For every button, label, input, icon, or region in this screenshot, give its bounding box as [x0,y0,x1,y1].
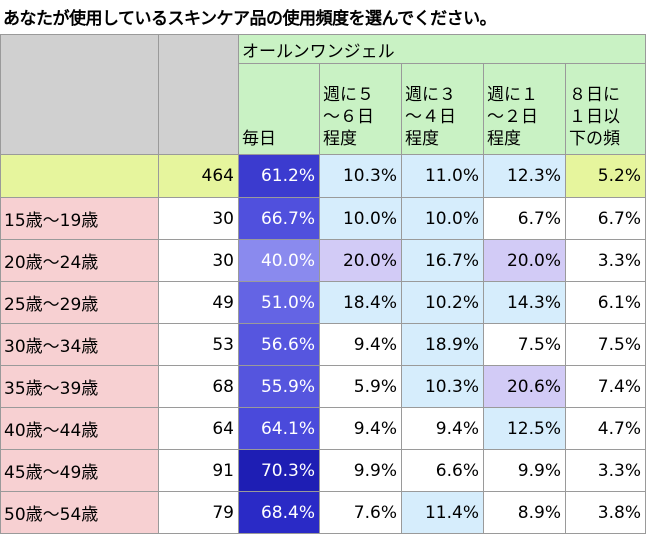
row-value-daily: 55.9% [238,365,320,408]
group-header: オールンワンジェル [238,34,646,64]
row-value-3-4: 18.9% [401,323,484,366]
total-label [0,154,159,198]
row-value-1-2: 9.9% [483,449,566,492]
row-n: 30 [158,197,239,240]
row-value-1-2: 20.6% [483,365,566,408]
table-row: 35歳～39歳 68 55.9% 5.9% 10.3% 20.6% 7.4% [0,365,646,408]
row-value-8: 3.8% [565,491,646,534]
column-header-1-2-days: 週に１ ～２日 程度 [483,63,566,155]
column-header-line: 週に３ [405,85,456,105]
column-header-line: ～４日 [405,107,456,127]
table-row: 45歳～49歳 91 70.3% 9.9% 6.6% 9.9% 3.3% [0,449,646,492]
row-value-daily: 66.7% [238,197,320,240]
row-value-daily: 68.4% [238,491,320,534]
total-row: 464 61.2% 10.3% 11.0% 12.3% 5.2% [0,154,646,198]
n-header-cell [158,34,239,155]
row-label: 15歳～19歳 [0,197,159,240]
column-header-line: 週に５ [323,85,374,105]
row-value-1-2: 12.5% [483,407,566,450]
column-header-line: ～２日 [487,107,538,127]
table-row: 50歳～54歳 79 68.4% 7.6% 11.4% 8.9% 3.8% [0,491,646,534]
row-n: 64 [158,407,239,450]
table-row: 25歳～29歳 49 51.0% 18.4% 10.2% 14.3% 6.1% [0,281,646,324]
total-value-8: 5.2% [565,154,646,198]
row-value-daily: 51.0% [238,281,320,324]
row-value-8: 6.7% [565,197,646,240]
row-value-daily: 40.0% [238,239,320,282]
row-n: 53 [158,323,239,366]
row-value-8: 7.5% [565,323,646,366]
row-value-8: 3.3% [565,239,646,282]
row-label: 20歳～24歳 [0,239,159,282]
row-value-5-6: 20.0% [319,239,402,282]
row-value-5-6: 5.9% [319,365,402,408]
row-value-3-4: 6.6% [401,449,484,492]
column-header-line: ～６日 [323,107,374,127]
table-row: 15歳～19歳 30 66.7% 10.0% 10.0% 6.7% 6.7% [0,197,646,240]
row-label: 25歳～29歳 [0,281,159,324]
column-header-daily: 毎日 [238,63,320,155]
column-header-8-days: ８日に １日以 下の頻 [565,63,646,155]
column-header-line: 程度 [323,129,357,149]
total-n: 464 [158,154,239,198]
row-value-3-4: 10.3% [401,365,484,408]
total-value-daily: 61.2% [238,154,320,198]
column-header-daily-line: 毎日 [242,129,276,149]
row-n: 49 [158,281,239,324]
row-value-1-2: 8.9% [483,491,566,534]
frequency-table: オールンワンジェル 毎日 週に５ ～６日 程度 週に３ ～４日 程度 週に１ ～２日 程度 … [0,34,646,534]
row-value-1-2: 7.5% [483,323,566,366]
row-value-8: 3.3% [565,449,646,492]
total-value-3-4: 11.0% [401,154,484,198]
column-header-line: 程度 [487,129,521,149]
column-header-line: 週に１ [487,85,538,105]
column-header-line: ８日に [569,85,620,105]
table-row: 40歳～44歳 64 64.1% 9.4% 9.4% 12.5% 4.7% [0,407,646,450]
row-value-8: 4.7% [565,407,646,450]
table-row: 20歳～24歳 30 40.0% 20.0% 16.7% 20.0% 3.3% [0,239,646,282]
row-label: 40歳～44歳 [0,407,159,450]
row-label: 45歳～49歳 [0,449,159,492]
row-n: 91 [158,449,239,492]
header-group-row: オールンワンジェル [0,34,646,155]
row-value-3-4: 16.7% [401,239,484,282]
page-title: あなたが使用しているスキンケア品の使用頻度を選んでください。 [3,9,497,29]
row-value-daily: 70.3% [238,449,320,492]
column-header-5-6-days: 週に５ ～６日 程度 [319,63,402,155]
row-value-3-4: 10.0% [401,197,484,240]
row-value-3-4: 9.4% [401,407,484,450]
header-column-row: 毎日 週に５ ～６日 程度 週に３ ～４日 程度 週に１ ～２日 程度 ８日に １日以 下の頻 [1,63,646,155]
column-header-line: 程度 [405,129,439,149]
row-value-daily: 64.1% [238,407,320,450]
row-value-5-6: 9.4% [319,407,402,450]
total-value-5-6: 10.3% [319,154,402,198]
row-value-5-6: 7.6% [319,491,402,534]
row-n: 30 [158,239,239,282]
column-header-line: 下の頻 [569,129,620,149]
corner-cell [0,34,159,155]
row-value-5-6: 18.4% [319,281,402,324]
column-header-line: １日以 [569,107,620,127]
total-value-1-2: 12.3% [483,154,566,198]
row-value-8: 7.4% [565,365,646,408]
row-value-daily: 56.6% [238,323,320,366]
row-value-3-4: 10.2% [401,281,484,324]
column-header-3-4-days: 週に３ ～４日 程度 [401,63,484,155]
row-value-1-2: 20.0% [483,239,566,282]
data-rows: 15歳～19歳 30 66.7% 10.0% 10.0% 6.7% 6.7% 20歳～24歳 3… [0,197,646,534]
row-value-5-6: 10.0% [319,197,402,240]
row-value-1-2: 14.3% [483,281,566,324]
row-n: 68 [158,365,239,408]
row-value-5-6: 9.9% [319,449,402,492]
row-label: 30歳～34歳 [0,323,159,366]
row-n: 79 [158,491,239,534]
row-value-1-2: 6.7% [483,197,566,240]
table-row: 30歳～34歳 53 56.6% 9.4% 18.9% 7.5% 7.5% [0,323,646,366]
row-value-5-6: 9.4% [319,323,402,366]
row-value-8: 6.1% [565,281,646,324]
row-label: 35歳～39歳 [0,365,159,408]
row-value-3-4: 11.4% [401,491,484,534]
row-label: 50歳～54歳 [0,491,159,534]
